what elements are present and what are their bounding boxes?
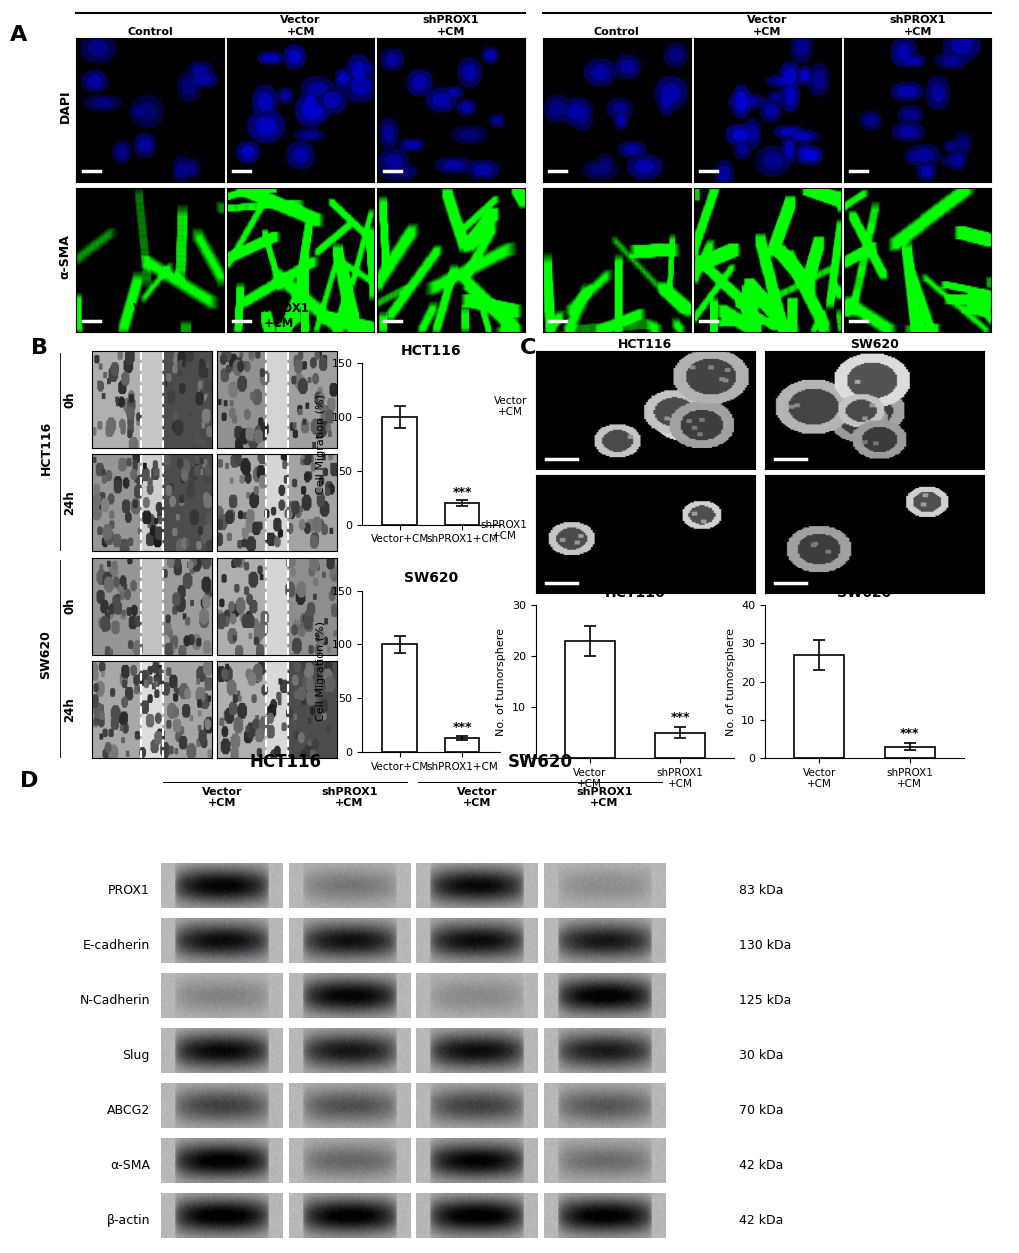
Text: PROX1: PROX1 <box>108 885 150 897</box>
Text: D: D <box>20 771 39 791</box>
Y-axis label: No. of tumorsphere: No. of tumorsphere <box>495 628 505 736</box>
Text: 0h: 0h <box>63 598 76 614</box>
Text: HCT116: HCT116 <box>40 421 52 475</box>
Title: Vector
+CM: Vector +CM <box>746 15 787 36</box>
Title: shPROX1
+CM: shPROX1 +CM <box>889 15 945 36</box>
Text: E-cadherin: E-cadherin <box>83 940 150 952</box>
Bar <box>565 640 614 758</box>
Text: 83 kDa: 83 kDa <box>739 885 784 897</box>
Text: Vector
+CM: Vector +CM <box>202 787 242 808</box>
Text: 42 kDa: 42 kDa <box>739 1159 784 1172</box>
Bar <box>444 502 479 525</box>
Text: 125 kDa: 125 kDa <box>739 994 791 1007</box>
Bar <box>382 417 417 525</box>
Text: 70 kDa: 70 kDa <box>739 1104 784 1116</box>
Title: HCT116: HCT116 <box>618 338 672 351</box>
Text: Vector
+CM: Vector +CM <box>457 787 496 808</box>
Text: ABCG2: ABCG2 <box>107 1104 150 1116</box>
Title: SW620: SW620 <box>404 571 458 585</box>
Text: B: B <box>31 338 48 358</box>
Title: HCT116: HCT116 <box>400 345 461 358</box>
Text: DAPI: DAPI <box>58 90 71 123</box>
Y-axis label: Cell Migration (%): Cell Migration (%) <box>316 393 325 494</box>
Text: 42 kDa: 42 kDa <box>739 1214 784 1227</box>
Title: HCT116: HCT116 <box>604 586 664 600</box>
Text: 0h: 0h <box>63 391 76 407</box>
Y-axis label: No. of tumorsphere: No. of tumorsphere <box>725 628 735 736</box>
Bar <box>883 747 933 758</box>
Text: ***: *** <box>452 722 472 734</box>
Title: SW620: SW620 <box>837 586 891 600</box>
Bar <box>654 733 704 758</box>
Text: HCT116: HCT116 <box>250 753 321 771</box>
Text: 130 kDa: 130 kDa <box>739 940 791 952</box>
Text: Vector
+CM: Vector +CM <box>132 302 175 330</box>
Text: β-actin: β-actin <box>106 1214 150 1227</box>
Text: A: A <box>10 25 28 45</box>
Text: SW620: SW620 <box>40 630 52 679</box>
Text: ***: *** <box>452 485 472 499</box>
Title: Control: Control <box>593 26 639 36</box>
Text: shPROX1
+CM: shPROX1 +CM <box>480 520 527 541</box>
Text: C: C <box>520 338 536 358</box>
Text: shPROX1
+CM: shPROX1 +CM <box>576 787 632 808</box>
Text: shPROX1
+CM: shPROX1 +CM <box>249 302 309 330</box>
Bar <box>382 644 417 752</box>
Text: 24h: 24h <box>63 697 76 722</box>
Text: Vector
+CM: Vector +CM <box>493 396 527 417</box>
Text: 30 kDa: 30 kDa <box>739 1049 784 1063</box>
Text: α-SMA: α-SMA <box>110 1159 150 1172</box>
Title: Vector
+CM: Vector +CM <box>280 15 321 36</box>
Text: 24h: 24h <box>63 490 76 515</box>
Title: Control: Control <box>127 26 173 36</box>
Bar <box>444 738 479 752</box>
Text: ***: *** <box>669 712 689 724</box>
Text: SW620: SW620 <box>507 753 573 771</box>
Bar <box>794 655 844 758</box>
Text: α-SMA: α-SMA <box>58 234 71 279</box>
Text: shPROX1
+CM: shPROX1 +CM <box>321 787 377 808</box>
Title: SW620: SW620 <box>850 338 898 351</box>
Text: N-Cadherin: N-Cadherin <box>79 994 150 1007</box>
Text: ***: *** <box>899 727 918 741</box>
Y-axis label: Cell Migration (%): Cell Migration (%) <box>316 621 325 722</box>
Text: Slug: Slug <box>122 1049 150 1063</box>
Title: shPROX1
+CM: shPROX1 +CM <box>423 15 479 36</box>
